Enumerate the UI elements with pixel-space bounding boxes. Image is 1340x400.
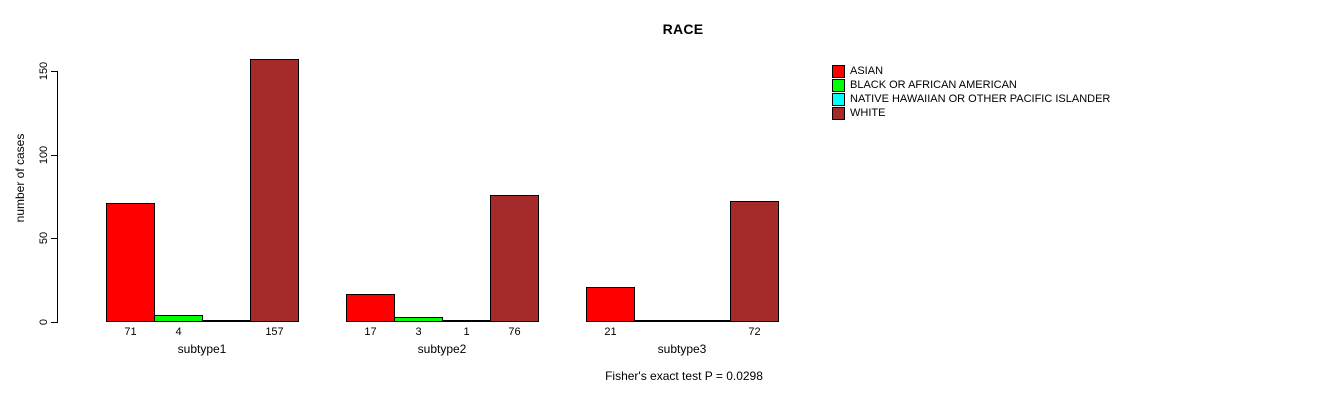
x-category-label-subtype2: subtype2 <box>417 342 467 356</box>
legend-swatch-icon <box>832 106 845 120</box>
bar-value-label: 72 <box>748 326 761 338</box>
bar-value-label: 71 <box>124 326 137 338</box>
y-tick-label: 0 <box>38 318 50 326</box>
legend-item-asian: ASIAN <box>832 64 1110 78</box>
y-tick <box>51 238 58 239</box>
bar-asian-subtype1 <box>106 203 155 322</box>
bar-value-label: 17 <box>364 326 377 338</box>
bar-native-hawaiian-or-other-pacific-islander-subtype2 <box>442 320 491 322</box>
legend-swatch-icon <box>832 64 845 78</box>
y-tick <box>51 155 58 156</box>
legend: ASIAN BLACK OR AFRICAN AMERICAN NATIVE HAW… <box>832 64 1110 120</box>
legend-swatch-icon <box>832 92 845 106</box>
bar-white-subtype2 <box>490 195 539 322</box>
y-tick <box>51 71 58 72</box>
bar-value-label: 1 <box>463 326 470 338</box>
y-axis-line <box>57 71 58 323</box>
zero-bar-native-hawaiian-or-other-pacific-islander-subtype1 <box>202 320 251 322</box>
legend-swatch-icon <box>832 78 845 92</box>
legend-label: ASIAN <box>850 65 884 77</box>
y-tick-label: 100 <box>38 145 50 165</box>
y-tick <box>51 322 58 323</box>
bar-value-label: 3 <box>415 326 422 338</box>
x-category-label-subtype3: subtype3 <box>657 342 707 356</box>
bar-white-subtype3 <box>730 201 779 322</box>
zero-bar-black-or-african-american-subtype3 <box>634 320 683 322</box>
bar-white-subtype1 <box>250 59 299 322</box>
legend-item-white: WHITE <box>832 106 1110 120</box>
zero-bar-native-hawaiian-or-other-pacific-islander-subtype3 <box>682 320 731 322</box>
bar-asian-subtype2 <box>346 294 395 322</box>
fisher-test-footnote: Fisher's exact test P = 0.0298 <box>605 369 763 383</box>
legend-item-black-or-african-american: BLACK OR AFRICAN AMERICAN <box>832 78 1110 92</box>
bar-asian-subtype3 <box>586 287 635 322</box>
bar-value-label: 21 <box>604 326 617 338</box>
bar-value-label: 76 <box>508 326 521 338</box>
bar-black-or-african-american-subtype2 <box>394 317 443 322</box>
y-tick-label: 50 <box>38 231 50 245</box>
y-tick-label: 150 <box>38 61 50 81</box>
bar-value-label: 4 <box>175 326 182 338</box>
y-axis-label: number of cases <box>13 133 27 223</box>
bar-value-label: 157 <box>265 326 284 338</box>
bar-black-or-african-american-subtype1 <box>154 315 203 322</box>
legend-label: BLACK OR AFRICAN AMERICAN <box>850 79 1017 91</box>
x-category-label-subtype1: subtype1 <box>177 342 227 356</box>
chart-title: RACE <box>662 21 704 37</box>
legend-item-native-hawaiian-or-other-pacific-islander: NATIVE HAWAIIAN OR OTHER PACIFIC ISLANDE… <box>832 92 1110 106</box>
legend-label: WHITE <box>850 107 886 119</box>
legend-label: NATIVE HAWAIIAN OR OTHER PACIFIC ISLANDE… <box>850 93 1111 105</box>
